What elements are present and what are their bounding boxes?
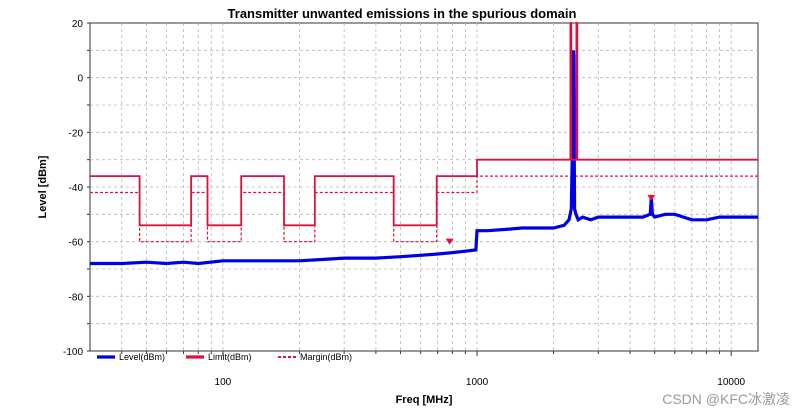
y-axis-label: Level [dBm] xyxy=(37,155,49,218)
chart-title: Transmitter unwanted emissions in the sp… xyxy=(228,6,577,21)
grid xyxy=(90,23,758,351)
x-axis: 100 1000 10000 xyxy=(121,351,746,388)
margin-markers xyxy=(445,194,656,245)
legend: Level(dBm) Limit(dBm) Margin(dBm) xyxy=(97,352,352,362)
y-tick-label: -100 xyxy=(63,347,83,358)
y-tick-label: 20 xyxy=(72,19,84,30)
x-axis-label: Freq [MHz] xyxy=(396,394,453,406)
plot-area xyxy=(89,22,759,352)
watermark: CSDN @KFC冰激凌 xyxy=(662,391,790,407)
series-leveldbm-line xyxy=(90,50,758,266)
y-tick-label: -20 xyxy=(69,128,84,139)
series-limitdbm-line xyxy=(90,22,758,227)
series-layer xyxy=(90,22,758,266)
margin-marker xyxy=(647,194,656,201)
y-tick-label: 0 xyxy=(77,74,83,85)
legend-label: Margin(dBm) xyxy=(300,352,352,362)
x-tick-label: 1000 xyxy=(466,377,489,388)
x-tick-label: 100 xyxy=(215,377,232,388)
x-tick-label: 10000 xyxy=(717,377,745,388)
margin-marker xyxy=(445,238,454,245)
series-margindbm-line xyxy=(90,175,758,243)
y-tick-label: -60 xyxy=(69,238,84,249)
y-tick-label: -80 xyxy=(69,292,84,303)
y-tick-label: -40 xyxy=(69,183,84,194)
legend-label: Limit(dBm) xyxy=(208,352,252,362)
legend-label: Level(dBm) xyxy=(119,352,165,362)
y-axis: 20 0 -20 -40 -60 -80 -100 xyxy=(63,19,90,358)
